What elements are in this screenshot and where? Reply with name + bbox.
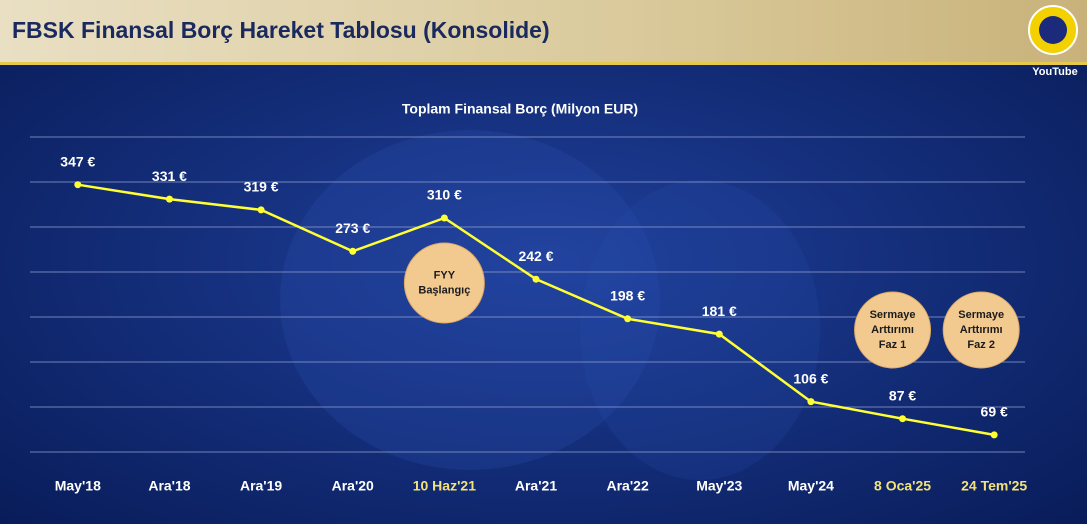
annotation-bubble bbox=[942, 291, 1020, 369]
point bbox=[440, 214, 448, 222]
point bbox=[715, 330, 723, 338]
x-tick-label: 10 Haz'21 bbox=[413, 478, 476, 494]
annotation-text: FYY bbox=[434, 269, 456, 281]
data-label: 106 € bbox=[793, 370, 828, 386]
annotation-text: Sermaye bbox=[870, 309, 916, 321]
x-tick-label: Ara'19 bbox=[240, 478, 282, 494]
header-rule bbox=[0, 62, 1087, 65]
data-label: 273 € bbox=[335, 220, 370, 236]
annotation-bubble bbox=[403, 242, 485, 324]
plot: 347 € 331 € 319 € 273 € 310 € 242 € 198 € 181 €… bbox=[30, 136, 1027, 494]
x-tick-label: May'24 bbox=[788, 478, 834, 494]
point bbox=[532, 275, 540, 283]
chart-title: Toplam Finansal Borç (Milyon EUR) bbox=[402, 101, 638, 117]
header-band bbox=[0, 0, 1087, 62]
watermark: YouTube bbox=[1032, 66, 1077, 78]
data-label: 347 € bbox=[60, 153, 95, 169]
logo-inner bbox=[1039, 16, 1067, 44]
annotation-text: Arttırımı bbox=[871, 324, 914, 336]
annotation-bubble bbox=[854, 291, 932, 369]
point bbox=[257, 206, 265, 214]
x-tick-label: May'23 bbox=[696, 478, 742, 494]
point bbox=[990, 431, 998, 439]
point bbox=[349, 247, 357, 255]
data-label: 87 € bbox=[889, 387, 916, 403]
data-label: 198 € bbox=[610, 288, 645, 304]
point bbox=[624, 315, 632, 323]
point bbox=[74, 181, 82, 189]
x-tick-label: Ara'22 bbox=[607, 478, 649, 494]
x-tick-label: Ara'21 bbox=[515, 478, 557, 494]
data-label: 69 € bbox=[981, 404, 1008, 420]
data-label: 319 € bbox=[244, 179, 279, 195]
annotation-text: Arttırımı bbox=[960, 324, 1003, 336]
annotation-text: Başlangıç bbox=[418, 284, 470, 296]
annotation-text: Sermaye bbox=[958, 309, 1004, 321]
point bbox=[807, 398, 815, 406]
data-label: 331 € bbox=[152, 168, 187, 184]
data-label: 242 € bbox=[518, 248, 553, 264]
x-tick-label: May'18 bbox=[55, 478, 101, 494]
x-tick-label: Ara'18 bbox=[148, 478, 190, 494]
x-tick-label: 8 Oca'25 bbox=[874, 478, 931, 494]
point bbox=[899, 415, 907, 423]
point bbox=[165, 195, 173, 203]
annotation-text: Faz 2 bbox=[967, 339, 995, 351]
data-label: 181 € bbox=[702, 303, 737, 319]
data-label: 310 € bbox=[427, 187, 462, 203]
x-tick-label: Ara'20 bbox=[332, 478, 374, 494]
annotation-text: Faz 1 bbox=[879, 339, 907, 351]
x-tick-label: 24 Tem'25 bbox=[961, 478, 1027, 494]
header-title: FBSK Finansal Borç Hareket Tablosu (Kons… bbox=[12, 17, 550, 43]
